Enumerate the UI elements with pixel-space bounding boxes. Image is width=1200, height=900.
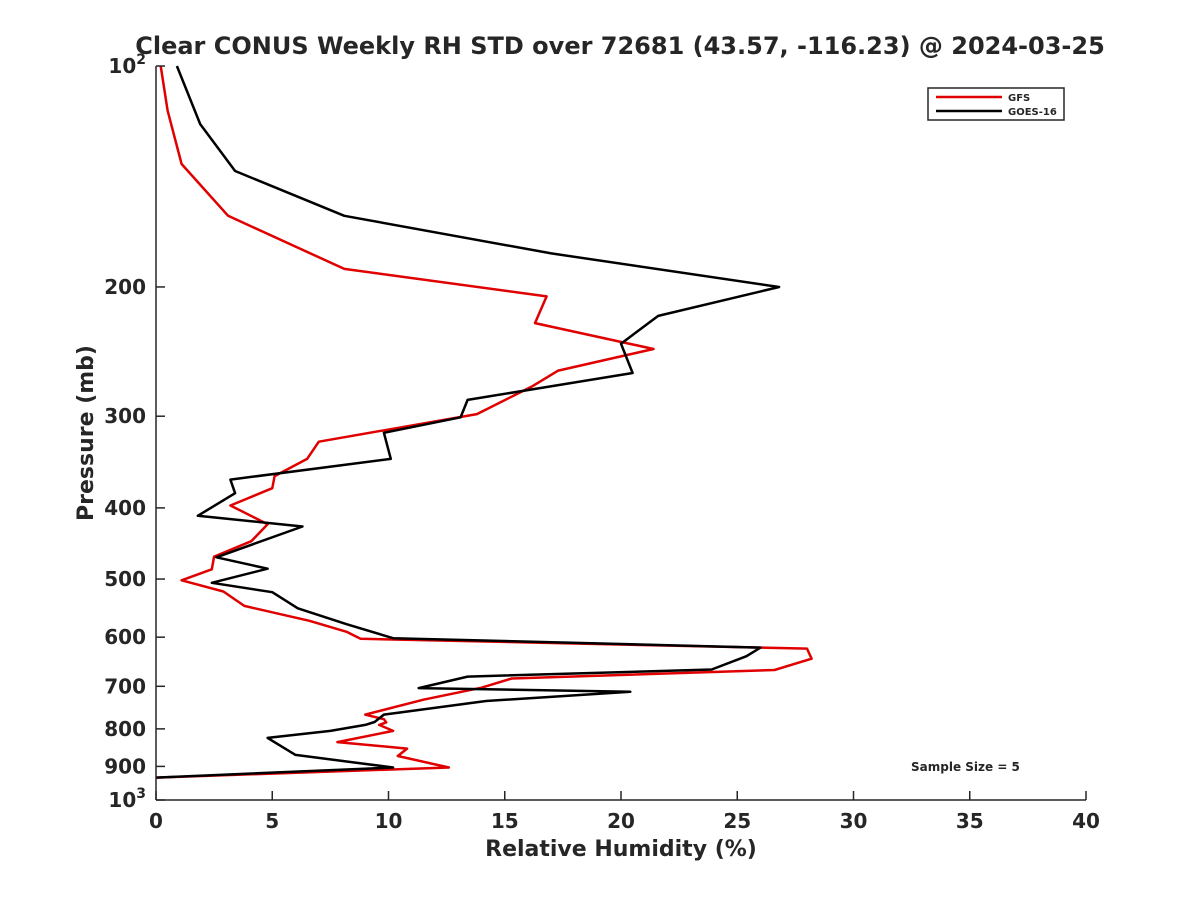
x-tick-label: 20 [607,809,635,833]
series-line-gfs [155,65,813,779]
x-tick-label: 0 [149,809,163,833]
x-tick-label: 25 [723,809,751,833]
x-axis-ticks: 0 5 10 15 20 25 30 35 40 [149,791,1100,833]
y-tick-label: 102 [108,52,146,78]
series-line-goes-16 [155,65,781,779]
y-axis-ticks: 102 200 300 400 500 600 700 800 900 103 [104,52,165,812]
y-tick-label: 700 [104,674,146,698]
sample-size-annotation: Sample Size = 5 [911,760,1020,774]
y-tick-label: 400 [104,496,146,520]
y-tick-label: 900 [104,754,146,778]
legend-label: GFS [1008,93,1030,104]
y-tick-label: 103 [108,786,146,812]
x-tick-label: 10 [375,809,403,833]
y-tick-label: 200 [104,275,146,299]
legend-label: GOES-16 [1008,107,1057,118]
x-tick-label: 30 [840,809,868,833]
y-axis-label: Pressure (mb) [74,345,99,521]
x-tick-label: 40 [1072,809,1100,833]
chart-title: Clear CONUS Weekly RH STD over 72681 (43… [135,32,1105,60]
x-tick-label: 5 [265,809,279,833]
y-tick-label: 500 [104,567,146,591]
x-axis-label: Relative Humidity (%) [485,837,757,862]
legend-box [927,87,1065,121]
series-layer [155,65,813,779]
x-tick-label: 35 [956,809,984,833]
y-tick-label: 800 [104,717,146,741]
legend: GFS GOES-16 [927,87,1065,121]
y-tick-label: 300 [104,404,146,428]
plot-area [156,66,1086,800]
axes-background [156,66,1086,800]
y-tick-label: 600 [104,625,146,649]
x-tick-label: 15 [491,809,519,833]
